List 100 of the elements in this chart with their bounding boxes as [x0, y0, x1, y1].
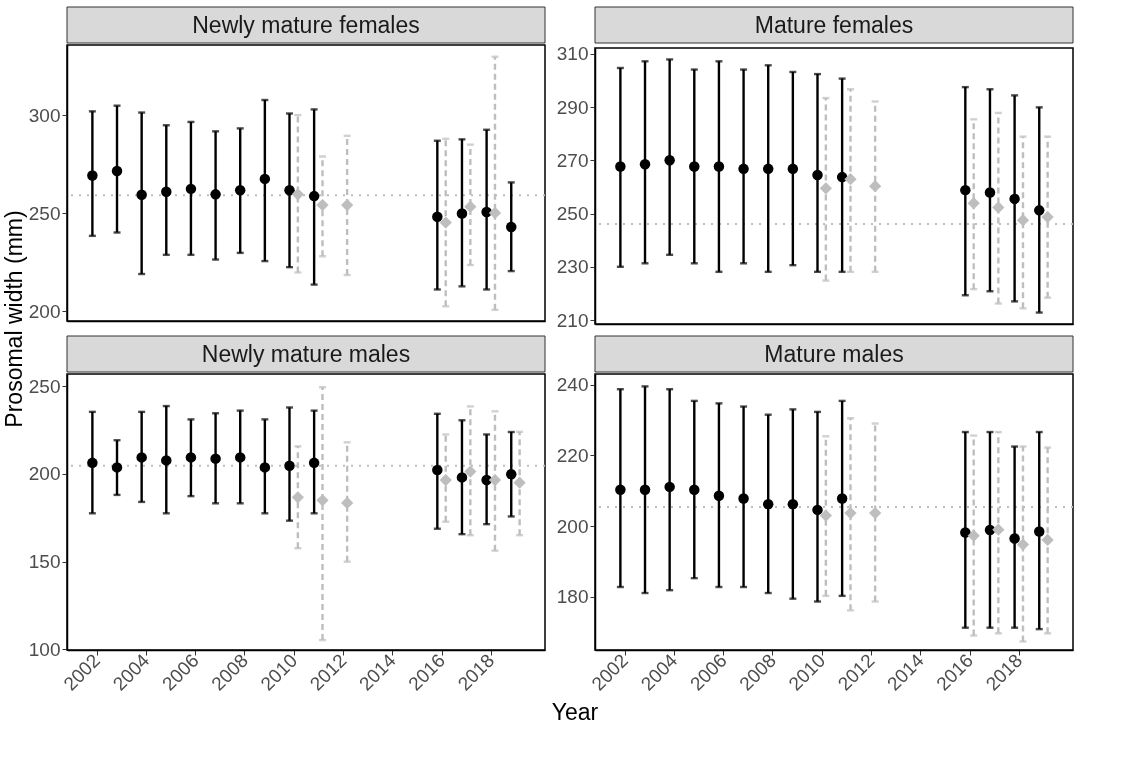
y-tick-label: 300 [28, 104, 61, 126]
y-tick-label: 250 [28, 202, 61, 224]
point [1034, 526, 1045, 537]
point [210, 189, 221, 200]
point [844, 173, 857, 186]
point [464, 200, 477, 213]
point [136, 452, 147, 463]
point [738, 493, 749, 504]
point [488, 206, 502, 220]
y-tick-label: 210 [556, 309, 589, 331]
point [464, 465, 477, 478]
y-tick-label: 200 [28, 463, 61, 485]
point [615, 484, 626, 495]
point [762, 498, 774, 510]
point [136, 189, 147, 200]
point [488, 473, 502, 487]
point [291, 491, 304, 504]
x-axis-title: Year [551, 699, 599, 725]
point [259, 462, 271, 473]
point [713, 161, 725, 172]
point [639, 159, 651, 170]
point [967, 529, 980, 542]
point [284, 185, 295, 196]
y-axis-title: Prosomal width (mm) [1, 210, 27, 428]
point [210, 453, 221, 464]
y-tick-label: 200 [556, 515, 589, 537]
point [992, 201, 1005, 214]
point [1041, 533, 1054, 547]
point [984, 524, 996, 536]
point [664, 481, 675, 493]
point [185, 183, 197, 195]
point [439, 473, 452, 487]
point [161, 186, 172, 198]
point [456, 208, 468, 219]
y-tick-label: 240 [556, 374, 589, 396]
point [506, 469, 517, 480]
point [812, 504, 823, 516]
point [259, 173, 271, 185]
y-tick-label: 290 [556, 96, 589, 118]
y-tick-label: 230 [556, 256, 589, 278]
point [664, 155, 675, 166]
point [291, 188, 304, 201]
point [432, 464, 443, 476]
point [284, 460, 295, 472]
point [308, 457, 320, 469]
point [506, 221, 517, 233]
y-tick-label: 180 [556, 586, 589, 608]
point [836, 493, 848, 504]
y-tick-label: 200 [28, 300, 61, 322]
point [161, 455, 172, 466]
point [992, 523, 1005, 536]
point [787, 163, 799, 175]
chart-title: Newly mature females [192, 12, 420, 38]
point [787, 498, 799, 510]
point [185, 452, 197, 463]
chart-title: Mature males [764, 341, 904, 367]
y-tick-label: 310 [556, 43, 589, 65]
y-tick-label: 100 [28, 638, 61, 660]
chart-title: Newly mature males [201, 341, 411, 367]
point [639, 484, 651, 495]
point [316, 199, 329, 212]
point [689, 161, 700, 172]
point [819, 509, 832, 522]
point [87, 457, 98, 469]
point [762, 163, 774, 175]
point [1034, 205, 1045, 216]
point [812, 169, 823, 181]
point [844, 506, 857, 520]
point [513, 476, 526, 489]
point [713, 490, 725, 501]
point [836, 171, 848, 183]
point [1009, 533, 1020, 544]
point [87, 170, 98, 181]
point [689, 484, 700, 495]
point [111, 462, 123, 473]
point [1009, 193, 1020, 205]
point [1016, 214, 1030, 227]
point [869, 180, 882, 193]
point [316, 494, 329, 507]
point [1041, 210, 1054, 224]
y-tick-label: 220 [556, 444, 589, 466]
point [432, 211, 443, 222]
y-tick-label: 150 [28, 551, 61, 572]
point [1016, 538, 1030, 551]
point [869, 506, 882, 520]
point [456, 472, 468, 483]
point [960, 527, 971, 538]
point [439, 216, 452, 229]
point [738, 163, 749, 175]
point [615, 161, 626, 172]
y-tick-label: 270 [556, 149, 589, 171]
point [308, 190, 320, 202]
point [234, 452, 246, 463]
chart-title: Mature females [754, 12, 914, 38]
point [341, 496, 354, 510]
point [960, 184, 971, 196]
point [984, 187, 996, 198]
point [819, 182, 832, 195]
y-tick-label: 250 [28, 375, 61, 397]
y-tick-label: 250 [556, 203, 589, 225]
